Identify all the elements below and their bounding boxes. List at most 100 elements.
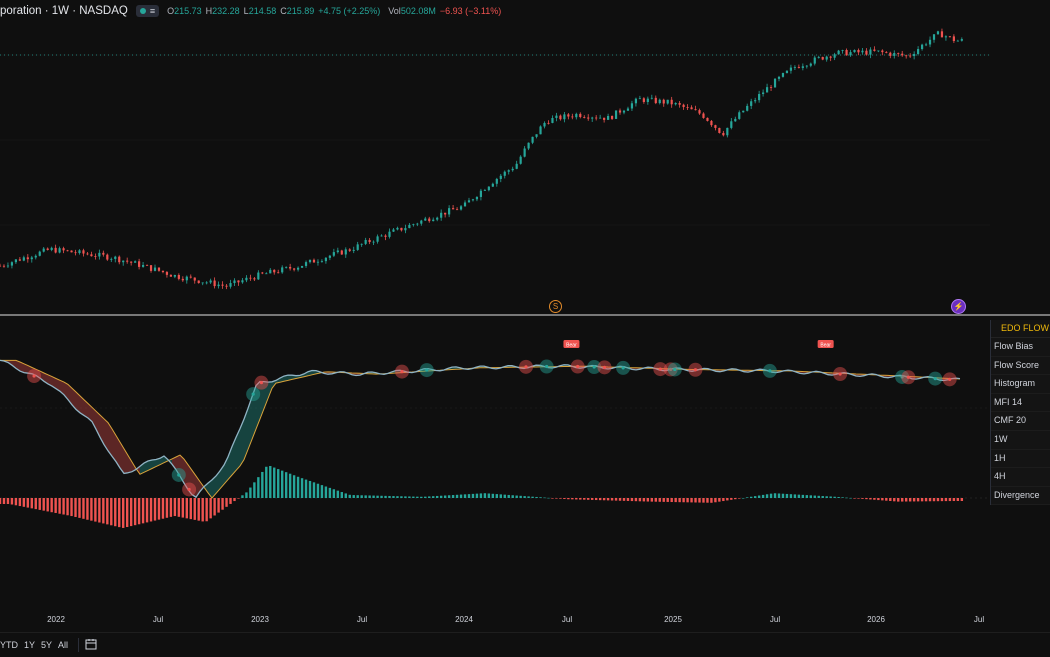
histogram-bar <box>181 498 185 518</box>
candle-body <box>388 231 391 237</box>
candle-body <box>424 218 427 221</box>
candle-body <box>587 117 590 119</box>
candle-body <box>837 50 840 55</box>
legend-item-divergence[interactable]: Divergence <box>991 487 1050 506</box>
candle-body <box>26 257 29 260</box>
legend-title[interactable]: EDO FLOW <box>991 320 1050 338</box>
histogram-bar <box>638 498 642 502</box>
legend-item-1h[interactable]: 1H <box>991 450 1050 469</box>
legend-item-mfi[interactable]: MFI 14 <box>991 394 1050 413</box>
histogram-bar <box>356 495 359 498</box>
candle-body <box>686 107 689 108</box>
histogram-bar <box>161 498 165 519</box>
range-1y-button[interactable]: 1Y <box>24 640 36 650</box>
candle-body <box>408 224 411 229</box>
legend-item-histogram[interactable]: Histogram <box>991 375 1050 394</box>
histogram-bar <box>630 498 634 502</box>
calendar-range-icon[interactable] <box>85 638 97 652</box>
histogram-bar <box>702 498 705 503</box>
histogram-bar <box>912 498 916 502</box>
candle-body <box>396 227 399 230</box>
candle-body <box>785 70 789 74</box>
candle-body <box>46 248 49 250</box>
status-pill[interactable]: ≡ <box>135 5 160 17</box>
candle-body <box>177 274 180 279</box>
candle-body <box>185 276 188 281</box>
x-tick-2026: 2026 <box>867 615 885 624</box>
histogram-bar <box>543 497 546 499</box>
candle-body <box>956 40 959 42</box>
candle-body <box>10 262 14 266</box>
time-axis[interactable]: 2022 Jul 2023 Jul 2024 Jul 2025 Jul 2026… <box>0 611 1050 629</box>
candle-body <box>372 241 375 243</box>
candle-body <box>865 50 868 55</box>
histogram-bar <box>777 493 781 498</box>
candle-body <box>475 196 479 200</box>
legend-item-1w[interactable]: 1W <box>991 431 1050 450</box>
candle-body <box>30 257 33 260</box>
histogram-bar <box>416 496 419 498</box>
signal-dot-core <box>576 364 580 369</box>
histogram-bar <box>789 494 793 498</box>
close-value: C215.89 <box>280 6 315 16</box>
candle-body <box>157 267 161 271</box>
histogram-bar <box>730 498 733 500</box>
flash-icon[interactable]: ⚡ <box>951 299 966 314</box>
histogram-bar <box>42 498 45 511</box>
candle-body <box>829 56 832 58</box>
range-divider <box>78 638 80 652</box>
candle-body <box>571 116 574 118</box>
histogram-bar <box>551 498 554 499</box>
legend-item-cmf[interactable]: CMF 20 <box>991 412 1050 431</box>
x-tick-2025: 2025 <box>664 615 682 624</box>
candle-body <box>58 248 61 253</box>
histogram-bar <box>642 498 646 502</box>
histogram-bar <box>575 498 578 500</box>
candle-body <box>308 259 312 263</box>
candle-body <box>742 110 745 113</box>
histogram-bar <box>316 483 320 498</box>
candle-body <box>917 49 920 55</box>
histogram-bar <box>606 498 610 501</box>
x-tick-jul-2023: Jul <box>356 615 368 624</box>
symbol-title[interactable]: poration · 1W · NASDAQ <box>0 5 128 17</box>
candle-body <box>340 250 343 255</box>
histogram-bar <box>785 493 789 498</box>
candle-body <box>905 55 908 57</box>
signal-dot-core <box>187 487 191 492</box>
histogram-bar <box>694 498 697 503</box>
candle-body <box>487 186 490 191</box>
legend-item-4h[interactable]: 4H <box>991 468 1050 487</box>
histogram-bar <box>467 494 471 498</box>
range-5y-button[interactable]: 5Y <box>41 640 53 650</box>
dividend-marker[interactable]: S <box>549 300 562 313</box>
histogram-bar <box>34 498 37 510</box>
candle-body <box>646 98 649 103</box>
legend-item-flow-score[interactable]: Flow Score <box>991 357 1050 376</box>
candle-body <box>436 217 439 220</box>
change-value: +4.75 (+2.25%) <box>318 6 381 16</box>
histogram-bar <box>380 495 383 498</box>
histogram-bar <box>511 495 514 498</box>
candle-body <box>706 117 709 121</box>
histogram-bar <box>58 498 61 514</box>
candle-body <box>694 109 697 111</box>
histogram <box>0 466 964 528</box>
histogram-bar <box>324 486 328 498</box>
candle-body <box>332 252 335 256</box>
candle-body <box>511 168 514 171</box>
histogram-bar <box>157 498 161 520</box>
candle-body <box>42 248 45 252</box>
histogram-bar <box>587 498 590 500</box>
histogram-bar <box>110 498 113 526</box>
range-ytd-button[interactable]: YTD <box>0 640 18 650</box>
range-all-button[interactable]: All <box>58 640 69 650</box>
histogram-bar <box>936 498 940 502</box>
legend-item-flow-bias[interactable]: Flow Bias <box>991 338 1050 357</box>
histogram-bar <box>928 498 932 502</box>
histogram-bar <box>622 498 626 501</box>
candle-body <box>813 57 816 64</box>
candle-body <box>86 253 89 255</box>
candle-body <box>316 261 320 263</box>
